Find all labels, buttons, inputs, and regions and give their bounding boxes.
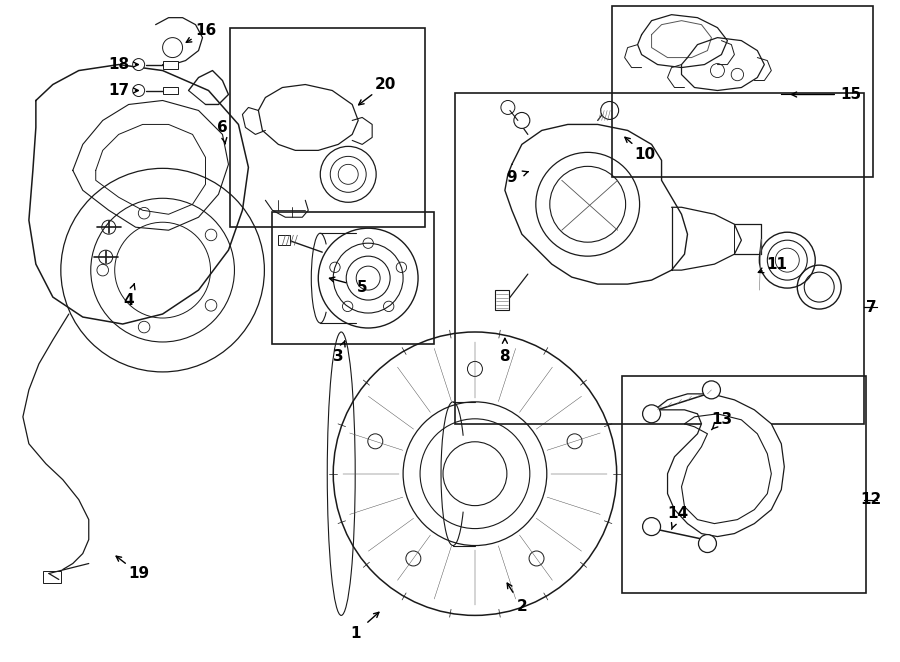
Text: 1: 1: [350, 626, 360, 641]
Bar: [278, 235, 291, 245]
Text: 10: 10: [634, 147, 655, 162]
Bar: [163, 60, 177, 69]
Text: 13: 13: [711, 412, 732, 427]
Bar: [612, 6, 873, 177]
Bar: [230, 28, 425, 227]
Text: 19: 19: [128, 566, 149, 581]
Text: 3: 3: [333, 350, 344, 365]
Bar: [43, 571, 61, 583]
Text: 5: 5: [357, 279, 367, 295]
Polygon shape: [654, 394, 784, 537]
Text: 12: 12: [860, 492, 882, 507]
Text: 14: 14: [667, 506, 688, 521]
Circle shape: [698, 535, 716, 553]
Text: 6: 6: [217, 120, 228, 135]
Text: 17: 17: [108, 83, 130, 98]
Text: 16: 16: [195, 23, 216, 38]
Bar: [622, 376, 866, 593]
Circle shape: [514, 113, 530, 128]
Circle shape: [643, 518, 661, 536]
Text: 20: 20: [374, 77, 396, 92]
Text: 2: 2: [517, 599, 527, 614]
Bar: [455, 93, 864, 424]
Text: 18: 18: [108, 57, 130, 72]
Circle shape: [132, 85, 145, 97]
Text: 7: 7: [866, 299, 877, 314]
Bar: [495, 290, 508, 310]
Circle shape: [600, 101, 618, 119]
Circle shape: [132, 58, 145, 71]
Text: 11: 11: [767, 257, 788, 271]
Circle shape: [703, 381, 720, 399]
Bar: [273, 213, 434, 344]
Text: 9: 9: [507, 170, 517, 185]
Text: 15: 15: [841, 87, 861, 102]
Bar: [163, 87, 177, 95]
Text: 4: 4: [123, 293, 134, 308]
Text: 8: 8: [500, 350, 510, 365]
Circle shape: [643, 405, 661, 423]
